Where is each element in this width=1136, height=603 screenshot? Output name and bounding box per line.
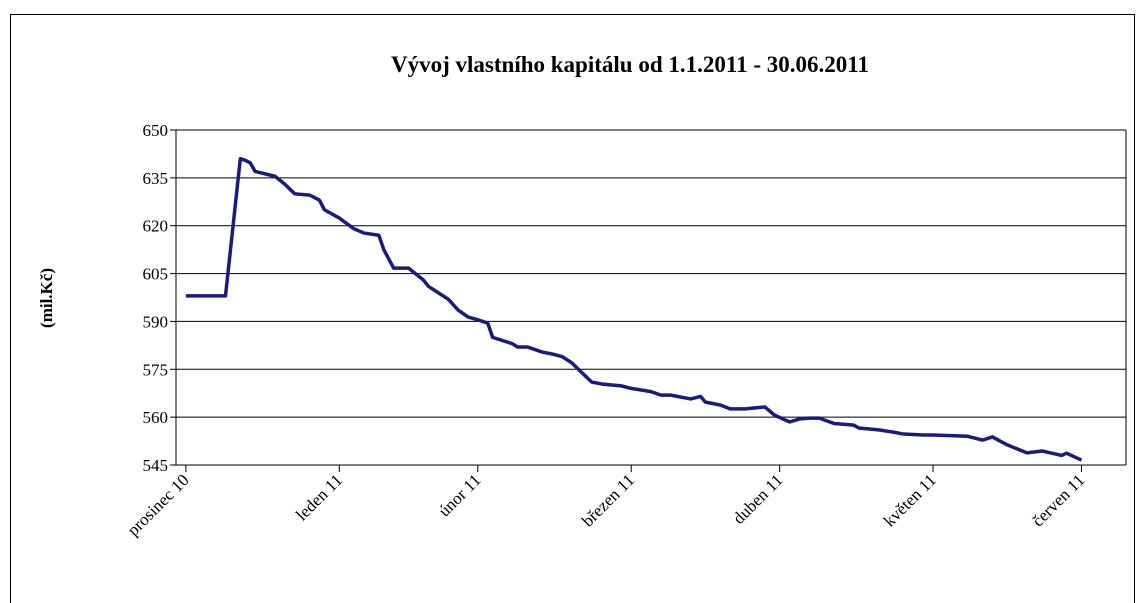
x-tick-label: duben 11 — [729, 470, 786, 527]
y-tick-label: 560 — [143, 408, 169, 427]
x-tick-label: květen 11 — [880, 470, 940, 530]
y-tick-label: 620 — [143, 217, 169, 236]
y-tick-label: 545 — [143, 456, 169, 475]
x-tick-label: červen 11 — [1028, 470, 1088, 530]
y-axis-label: (mil.Kč) — [37, 268, 56, 328]
y-tick-label: 575 — [143, 360, 169, 379]
x-tick-label: březen 11 — [578, 470, 638, 530]
data-line — [185, 156, 1083, 462]
x-tick-label: prosinec 10 — [124, 470, 193, 539]
y-tick-label: 635 — [143, 169, 169, 188]
y-tick-label: 605 — [143, 265, 169, 284]
chart-frame — [10, 14, 1135, 603]
y-tick-label: 650 — [143, 121, 169, 140]
x-tick-label: únor 11 — [435, 470, 485, 520]
y-tick-label: 590 — [143, 312, 169, 331]
x-tick-label: leden 11 — [292, 470, 346, 524]
chart-title: Vývoj vlastního kapitálu od 1.1.2011 - 3… — [391, 52, 869, 77]
